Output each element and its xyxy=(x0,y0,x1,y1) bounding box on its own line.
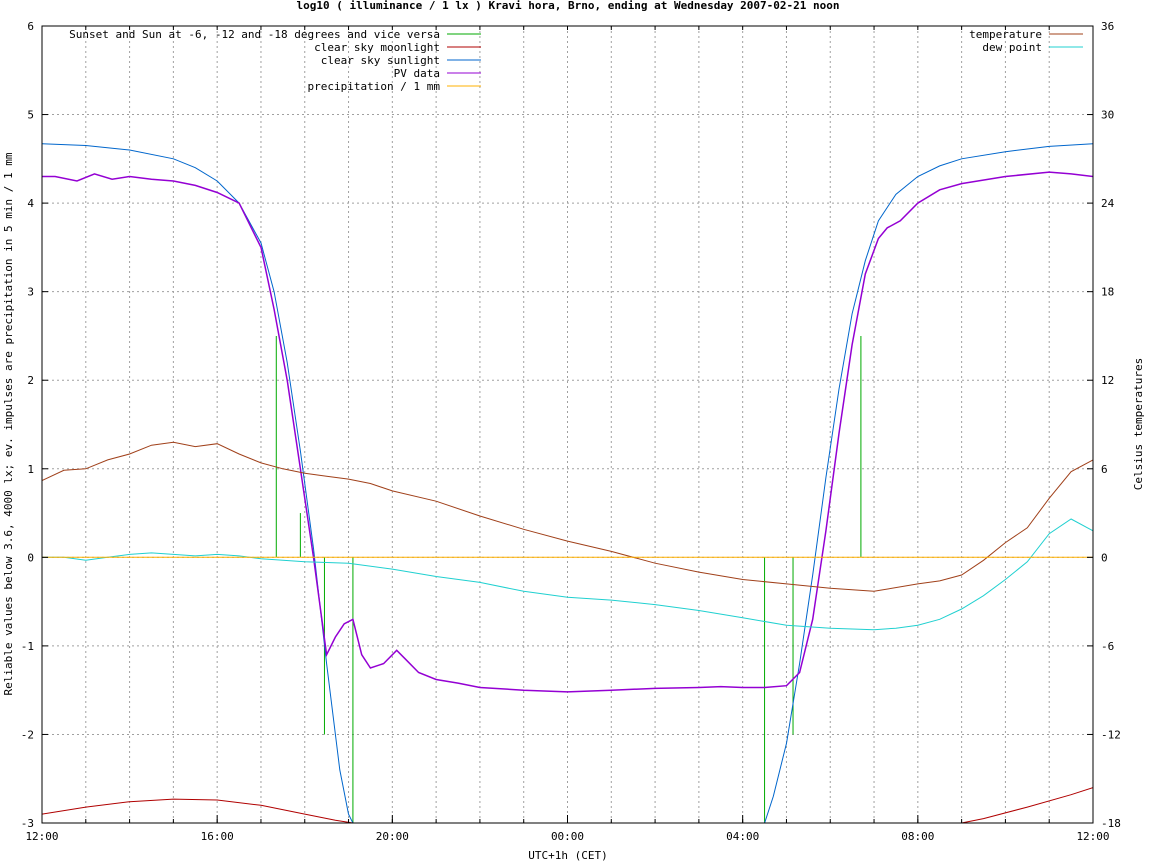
x-tick-label: 08:00 xyxy=(901,830,934,843)
legend-label: clear sky sunlight xyxy=(321,54,440,67)
x-tick-label: 00:00 xyxy=(551,830,584,843)
chart-title: log10 ( illuminance / 1 lx ) Kravi hora,… xyxy=(296,0,839,12)
legend: Sunset and Sun at -6, -12 and -18 degree… xyxy=(69,28,1083,93)
plot-frame xyxy=(41,25,1094,824)
y2-tick-label: -12 xyxy=(1101,728,1121,741)
legend-label: clear sky moonlight xyxy=(314,41,440,54)
series-line-clear-sky-moonlight xyxy=(42,787,1093,823)
y2-tick-label: -18 xyxy=(1101,817,1121,830)
y2-tick-label: -6 xyxy=(1101,640,1114,653)
x-tick-label: 12:00 xyxy=(1076,830,1109,843)
y-tick-label: 5 xyxy=(27,109,34,122)
x-tick-label: 16:00 xyxy=(201,830,234,843)
y2-tick-label: 24 xyxy=(1101,197,1115,210)
legend-label: dew point xyxy=(982,41,1042,54)
series-line-clear-sky-sunlight xyxy=(42,143,1093,823)
x-tick-label: 12:00 xyxy=(25,830,58,843)
y-tick-label: 0 xyxy=(27,551,34,564)
series-line-temperature xyxy=(42,441,1093,592)
y-tick-label: 2 xyxy=(27,374,34,387)
y-tick-label: 6 xyxy=(27,20,34,33)
y-tick-label: -1 xyxy=(21,640,34,653)
legend-label: temperature xyxy=(969,28,1042,41)
y2-tick-label: 12 xyxy=(1101,374,1114,387)
y2-tick-label: 18 xyxy=(1101,286,1114,299)
series-line-pv-data xyxy=(42,171,1093,693)
y-tick-label: -2 xyxy=(21,728,34,741)
series-line-dew-point xyxy=(42,518,1093,631)
y2-tick-label: 36 xyxy=(1101,20,1114,33)
y2-axis-label: Celsius temperatures xyxy=(1132,358,1145,490)
y2-tick-label: 6 xyxy=(1101,463,1108,476)
legend-label: PV data xyxy=(394,67,440,80)
grid xyxy=(42,26,1093,823)
y-axis-label: Reliable values below 3.6, 4000 lx; ev. … xyxy=(2,152,15,695)
plot-area xyxy=(42,143,1093,823)
y-tick-label: 4 xyxy=(27,197,34,210)
y2-tick-label: 0 xyxy=(1101,551,1108,564)
y-tick-label: 3 xyxy=(27,286,34,299)
y2-tick-label: 30 xyxy=(1101,109,1114,122)
x-tick-label: 20:00 xyxy=(376,830,409,843)
y-tick-label: -3 xyxy=(21,817,34,830)
x-tick-label: 04:00 xyxy=(726,830,759,843)
y-tick-label: 1 xyxy=(27,463,34,476)
x-axis-label: UTC+1h (CET) xyxy=(528,849,607,862)
legend-label: precipitation / 1 mm xyxy=(308,80,441,93)
legend-label: Sunset and Sun at -6, -12 and -18 degree… xyxy=(69,28,440,41)
